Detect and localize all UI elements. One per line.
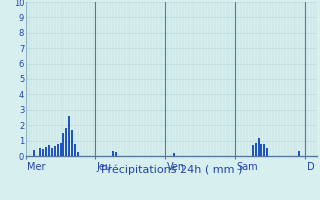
Bar	[57, 144, 59, 156]
Bar	[54, 146, 56, 156]
Bar	[68, 116, 70, 156]
Bar	[74, 144, 76, 156]
Text: Jeu: Jeu	[97, 162, 112, 172]
Bar	[252, 145, 254, 156]
Bar	[71, 130, 73, 156]
Bar	[77, 152, 79, 156]
Text: D: D	[307, 162, 314, 172]
Bar	[112, 151, 114, 156]
Bar	[42, 149, 44, 156]
Bar	[51, 148, 53, 156]
Text: Ven: Ven	[167, 162, 185, 172]
Bar	[65, 128, 68, 156]
Bar	[115, 152, 117, 156]
Bar	[258, 138, 260, 156]
Text: Sam: Sam	[237, 162, 258, 172]
Bar	[255, 143, 257, 156]
Bar	[62, 133, 64, 156]
Text: Mer: Mer	[27, 162, 45, 172]
Bar	[260, 144, 262, 156]
Bar	[45, 147, 47, 156]
Bar	[39, 148, 41, 156]
Bar	[298, 151, 300, 156]
Bar	[60, 143, 61, 156]
X-axis label: Précipitations 24h ( mm ): Précipitations 24h ( mm )	[100, 164, 242, 175]
Bar	[266, 148, 268, 156]
Bar	[173, 153, 175, 156]
Bar	[48, 145, 50, 156]
Bar	[33, 150, 35, 156]
Bar	[263, 144, 265, 156]
